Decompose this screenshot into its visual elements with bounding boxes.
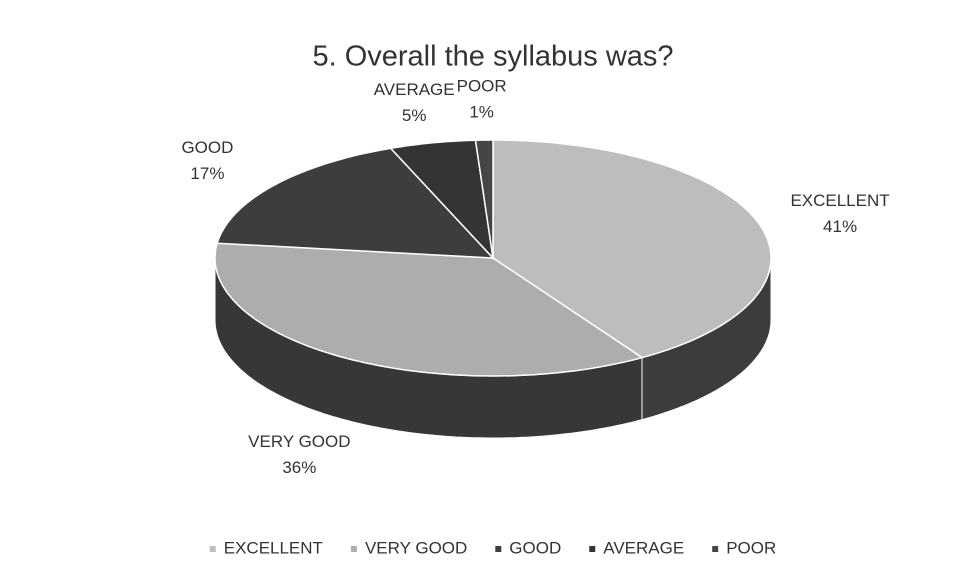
- legend-label: POOR: [726, 538, 776, 557]
- legend-label: GOOD: [509, 538, 561, 557]
- slice: [216, 147, 495, 259]
- slice: [389, 139, 495, 261]
- legend-swatch: [495, 546, 502, 552]
- data-label: 1%: [469, 102, 494, 121]
- chart-title: 5. Overall the syllabus was?: [312, 41, 673, 73]
- slice: [214, 242, 644, 377]
- data-label: 36%: [282, 458, 316, 477]
- data-label-name: POOR: [457, 76, 507, 95]
- data-label-name: GOOD: [181, 138, 233, 157]
- slice: [474, 139, 494, 259]
- data-label: 41%: [823, 217, 857, 236]
- slice: [492, 139, 772, 359]
- legend-swatch: [350, 546, 357, 552]
- legend-label: EXCELLENT: [224, 538, 323, 557]
- data-label: 17%: [190, 164, 224, 183]
- legend-label: AVERAGE: [603, 538, 684, 557]
- data-label: 5%: [402, 106, 427, 125]
- data-label-name: AVERAGE: [374, 80, 455, 99]
- legend-swatch: [589, 546, 596, 552]
- data-label-name: EXCELLENT: [790, 191, 889, 210]
- legend-label: VERY GOOD: [365, 538, 467, 557]
- data-label-name: VERY GOOD: [248, 432, 350, 451]
- legend-swatch: [209, 546, 216, 552]
- legend-swatch: [712, 546, 719, 552]
